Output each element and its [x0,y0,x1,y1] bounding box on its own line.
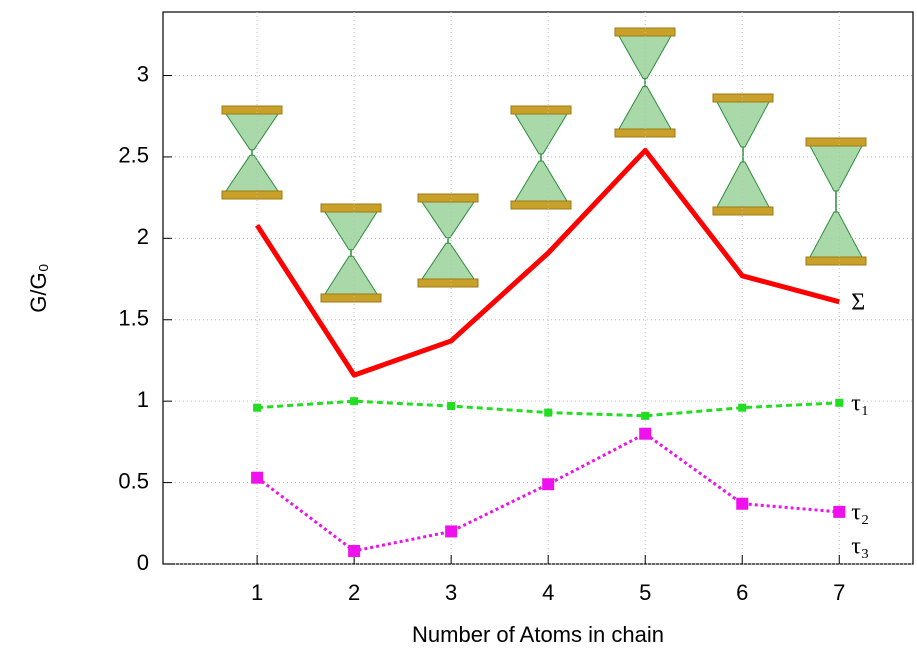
series-marker [348,544,361,557]
wire-cone [324,211,378,251]
series-label: τ₃ [851,533,869,559]
series-label: τ₂ [851,499,869,525]
x-tick-label: 7 [833,580,845,605]
x-tick-label: 5 [639,580,651,605]
y-tick-label: 0 [137,550,149,575]
y-tick-label: 1.5 [118,306,149,331]
electrode [417,193,479,203]
series-marker [544,408,553,417]
series-marker [350,397,359,406]
electrode [510,105,572,115]
x-tick-label: 1 [251,580,263,605]
wire-cone [421,201,475,239]
wire-cone [421,242,475,280]
series-marker [833,505,846,518]
y-tick-label: 3 [137,61,149,86]
y-tick-label: 2 [137,224,149,249]
electrode [805,137,867,147]
x-tick-label: 4 [542,580,554,605]
electrode [805,256,867,266]
series-marker [251,471,264,484]
x-tick-label: 6 [736,580,748,605]
wire-cone [514,160,568,202]
y-tick-label: 1 [137,387,149,412]
wire-cone [716,101,770,148]
electrode [320,293,382,303]
wire-cone [514,113,568,155]
series-marker [447,402,456,411]
series-marker [641,411,650,420]
electrode [221,105,283,115]
x-axis-label: Number of Atoms in chain [412,622,664,647]
series-marker [835,398,844,407]
y-tick-label: 2.5 [118,143,149,168]
wire-cone [809,211,863,258]
series-line [255,147,840,378]
y-axis-label: G/G₀ [26,263,51,312]
series-label: τ₁ [851,390,869,416]
wire-cone [324,255,378,295]
electrode [712,93,774,103]
plot-frame [162,11,914,565]
x-tick-label: 2 [348,580,360,605]
electrode [712,206,774,216]
nanowire-illustrations [221,27,867,303]
electrode [417,278,479,288]
wire-cone [809,145,863,192]
electrode [320,203,382,213]
series-marker [542,478,555,491]
x-tick-label: 3 [445,580,457,605]
electrode [221,190,283,200]
wire-cone [225,154,279,192]
series-marker [639,427,652,440]
wire-cone [225,113,279,151]
series-marker [253,403,262,412]
wire-cone [716,161,770,208]
series-marker [738,403,747,412]
y-tick-label: 0.5 [118,468,149,493]
series-label: Σ [851,289,865,315]
series-marker [445,525,458,538]
electrode [510,200,572,210]
series-marker [736,497,749,510]
